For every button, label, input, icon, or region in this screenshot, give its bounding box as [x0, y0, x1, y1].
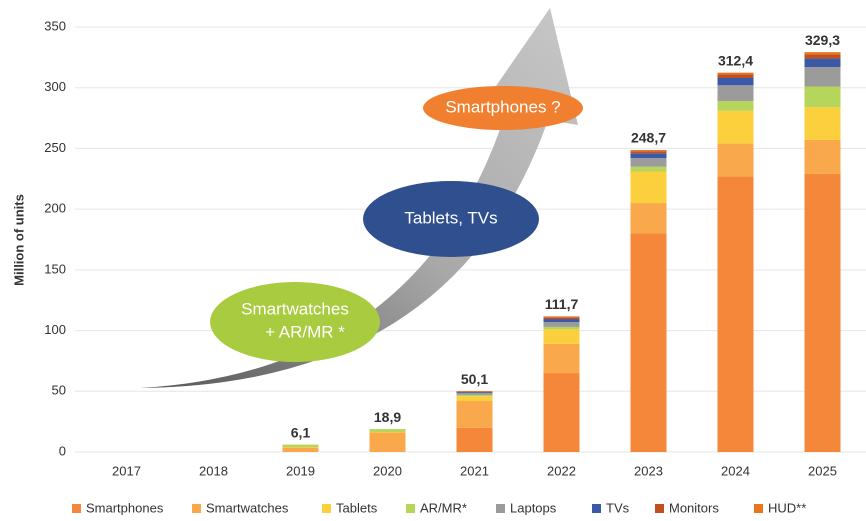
bar-segment	[630, 150, 667, 152]
bar-segment	[543, 329, 580, 344]
legend-swatch	[754, 504, 763, 513]
x-tick-label: 2020	[373, 463, 402, 478]
bar-segment	[717, 101, 754, 111]
bar-segment	[804, 139, 841, 174]
bar-segment	[456, 391, 493, 393]
legend-label: Smartphones	[86, 500, 164, 515]
bar-segment	[456, 401, 493, 428]
ellipse	[423, 86, 583, 130]
bar-segment	[543, 373, 580, 452]
x-tick-label: 2023	[634, 463, 663, 478]
legend-swatch	[322, 504, 331, 513]
legend-swatch	[192, 504, 201, 513]
x-tick-label: 2017	[112, 463, 141, 478]
x-tick-label: 2019	[286, 463, 315, 478]
legend-label: TVs	[606, 500, 630, 515]
bar-segment	[804, 52, 841, 55]
x-tick-label: 2025	[808, 463, 837, 478]
total-label: 248,7	[631, 130, 666, 146]
bar-segment	[804, 173, 841, 452]
bar-segment	[630, 158, 667, 167]
bar-segment	[804, 86, 841, 108]
y-tick-label: 200	[44, 201, 66, 216]
bar-segment	[804, 54, 841, 59]
bar-segment	[804, 107, 841, 140]
ellipse	[363, 181, 539, 257]
bar-segment	[717, 110, 754, 144]
legend-swatch	[655, 504, 664, 513]
bar-segment	[717, 143, 754, 177]
y-tick-label: 250	[44, 140, 66, 155]
legend-label: Smartwatches	[206, 500, 289, 515]
bar-segment	[543, 326, 580, 330]
x-tick-label: 2021	[460, 463, 489, 478]
bar-segment	[630, 171, 667, 204]
annotation: Tablets, TVs	[404, 208, 497, 227]
bar-segment	[543, 322, 580, 327]
total-label: 50,1	[461, 371, 488, 387]
bar-segment	[456, 392, 493, 394]
bar-segment	[456, 396, 493, 401]
annotation: + AR/MR *	[265, 322, 345, 341]
y-tick-label: 300	[44, 79, 66, 94]
bar-segment	[282, 447, 319, 452]
bar-segment	[717, 176, 754, 452]
total-label: 329,3	[805, 32, 840, 48]
x-tick-label: 2018	[199, 463, 228, 478]
annotation: Smartwatches	[241, 299, 349, 318]
y-tick-label: 350	[44, 18, 66, 33]
x-tick-label: 2022	[547, 463, 576, 478]
bar-segment	[543, 316, 580, 318]
bar-segment	[630, 153, 667, 159]
bar-segment	[630, 166, 667, 172]
bar-segment	[804, 58, 841, 68]
legend-swatch	[496, 504, 505, 513]
bar-segment	[282, 447, 319, 448]
legend-label: Tablets	[336, 500, 378, 515]
bar-segment	[630, 203, 667, 234]
annotation: Smartphones ?	[445, 97, 560, 116]
bar-segment	[717, 78, 754, 86]
bar-segment	[456, 393, 493, 395]
bar-segment	[717, 85, 754, 102]
bar-segment	[630, 151, 667, 154]
bar-segment	[717, 72, 754, 75]
total-label: 6,1	[291, 424, 311, 440]
bar-segment	[804, 67, 841, 87]
bar-segment	[543, 343, 580, 374]
y-tick-label: 100	[44, 322, 66, 337]
legend-label: Laptops	[510, 500, 557, 515]
bar-segment	[369, 429, 406, 432]
bar-segment	[369, 432, 406, 452]
legend-label: Monitors	[669, 500, 719, 515]
legend-swatch	[592, 504, 601, 513]
x-tick-label: 2024	[721, 463, 750, 478]
legend-swatch	[406, 504, 415, 513]
bar-segment	[630, 233, 667, 452]
bar-segment	[543, 317, 580, 320]
bar-segment	[456, 394, 493, 397]
bar-segment	[282, 444, 319, 448]
ellipse	[210, 282, 380, 362]
y-tick-label: 50	[52, 383, 66, 398]
bar-segment	[456, 427, 493, 452]
bar-segment	[543, 319, 580, 323]
legend-label: AR/MR*	[420, 500, 467, 515]
y-tick-label: 150	[44, 261, 66, 276]
bar-segment	[717, 74, 754, 78]
y-tick-label: 0	[59, 443, 66, 458]
total-label: 18,9	[374, 409, 401, 425]
bar-segment	[369, 431, 406, 433]
legend-swatch	[72, 504, 81, 513]
total-label: 312,4	[718, 52, 753, 68]
legend-label: HUD**	[768, 500, 806, 515]
y-axis-label: Million of units	[11, 194, 26, 286]
total-label: 111,7	[545, 296, 579, 312]
